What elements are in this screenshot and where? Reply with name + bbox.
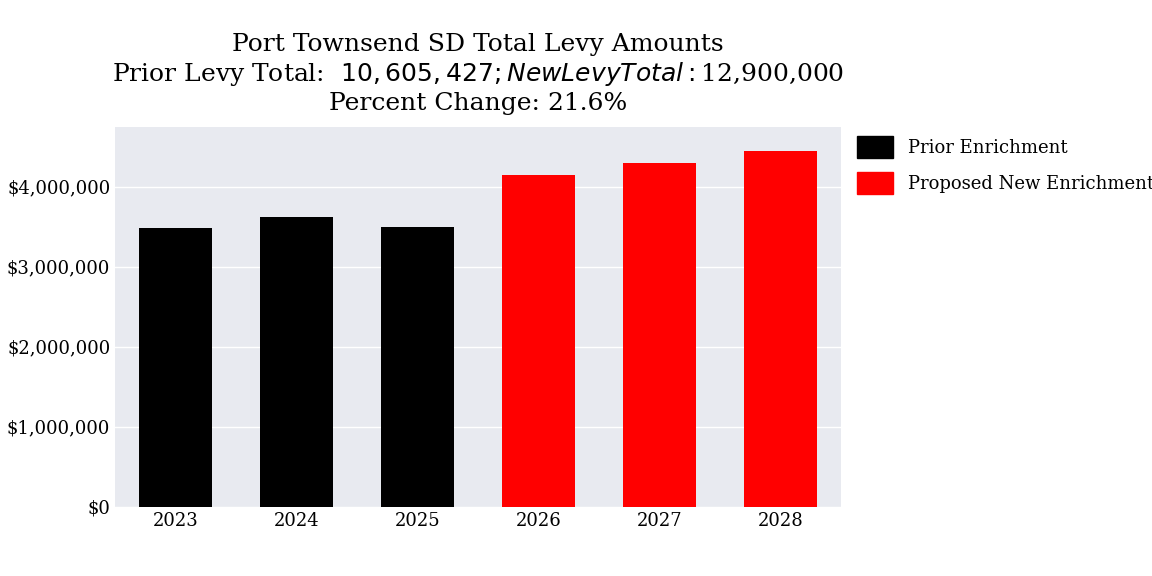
Bar <box>260 217 333 507</box>
Bar <box>381 227 454 507</box>
Bar <box>744 151 817 507</box>
Bar <box>502 175 575 507</box>
Bar <box>623 163 696 507</box>
Title: Port Townsend SD Total Levy Amounts
Prior Levy Total:  $10,605,427; New Levy Tot: Port Townsend SD Total Levy Amounts Prio… <box>112 33 844 115</box>
Legend: Prior Enrichment, Proposed New Enrichment: Prior Enrichment, Proposed New Enrichmen… <box>857 136 1152 194</box>
Bar <box>139 228 212 507</box>
